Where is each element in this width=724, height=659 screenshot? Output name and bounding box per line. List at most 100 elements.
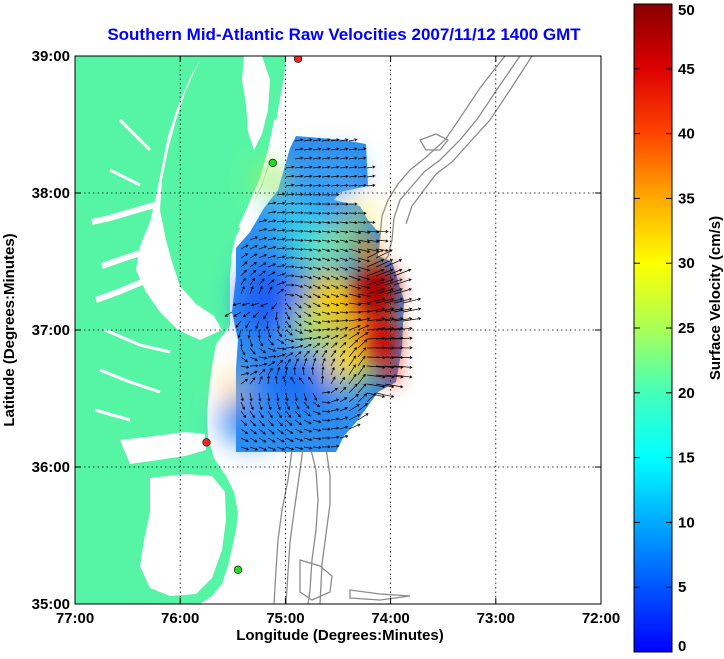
velocity-vector (348, 239, 362, 244)
velocity-vector (348, 364, 356, 376)
velocity-vector (294, 165, 304, 169)
velocity-vector (312, 239, 322, 243)
velocity-vector (224, 311, 233, 317)
velocity-vector (294, 358, 299, 367)
velocity-vector (249, 392, 253, 402)
colorbar-tick-label: 25 (678, 320, 695, 337)
velocity-vector (258, 410, 264, 419)
velocity-vector (375, 288, 394, 295)
velocity-vector (312, 248, 322, 252)
velocity-vector (267, 279, 275, 286)
velocity-vector (294, 229, 304, 233)
velocity-vector (276, 255, 286, 259)
velocity-vector (294, 257, 304, 261)
velocity-vector (249, 277, 255, 286)
velocity-vector (339, 302, 349, 306)
velocity-vector (366, 239, 380, 244)
velocity-field (220, 136, 404, 452)
velocity-vector (294, 320, 302, 327)
velocity-vector (255, 320, 260, 330)
velocity-vector (285, 358, 291, 367)
velocity-vector (285, 401, 290, 410)
x-tick-label: 75:00 (266, 610, 304, 627)
velocity-vector (330, 293, 340, 298)
velocity-vector (285, 265, 295, 269)
velocity-vector (285, 183, 295, 187)
velocity-vector (348, 383, 358, 394)
velocity-vector (276, 366, 281, 376)
velocity-vector (249, 347, 256, 355)
x-tick-label: 76:00 (161, 610, 199, 627)
velocity-vector (330, 147, 340, 151)
colorbar-tick-label: 0 (678, 638, 686, 655)
velocity-vector (393, 374, 413, 379)
velocity-vector (339, 174, 349, 178)
velocity-vector (339, 248, 349, 253)
velocity-vector (348, 404, 360, 412)
velocity-vector (303, 428, 313, 433)
velocity-vector (285, 419, 293, 426)
velocity-vector (267, 354, 277, 359)
velocity-vector (330, 408, 340, 412)
velocity-vector (330, 358, 336, 367)
velocity-vector (267, 367, 273, 376)
velocity-vector (276, 446, 286, 451)
velocity-vector (357, 383, 367, 394)
velocity-vector (276, 392, 280, 402)
velocity-vector (239, 338, 244, 348)
velocity-vector (321, 390, 331, 394)
velocity-vector (303, 165, 313, 169)
velocity-vector (267, 401, 272, 411)
velocity-vector (321, 248, 331, 253)
velocity-vector (285, 192, 295, 196)
velocity-vector (321, 366, 325, 376)
velocity-vector (348, 183, 358, 187)
velocity-vector (240, 378, 248, 385)
velocity-vector (267, 375, 271, 385)
velocity-vector (258, 270, 266, 277)
velocity-vector (312, 183, 322, 188)
velocity-vector (267, 237, 277, 241)
velocity-vector (260, 302, 269, 307)
velocity-vector (303, 220, 313, 224)
velocity-vector (240, 372, 250, 376)
velocity-vector (375, 278, 394, 286)
velocity-vector (303, 302, 312, 308)
colorbar-tick-label: 20 (678, 385, 695, 402)
velocity-vector (303, 401, 310, 409)
velocity-vector (258, 262, 267, 268)
colorbar-tick-label: 15 (678, 450, 695, 467)
velocity-vector (294, 329, 303, 334)
velocity-vector (274, 311, 278, 321)
velocity-vector (321, 239, 331, 243)
velocity-vector (294, 401, 300, 410)
velocity-vector (312, 349, 319, 358)
velocity-vector (303, 193, 313, 197)
velocity-vector (285, 345, 295, 349)
velocity-vector (348, 284, 362, 290)
velocity-vector (276, 338, 285, 344)
velocity-vector (252, 311, 260, 319)
velocity-vector (303, 437, 313, 442)
velocity-vector (267, 201, 277, 205)
velocity-vector (303, 174, 313, 178)
velocity-vector (384, 278, 403, 286)
velocity-vector (235, 320, 242, 328)
velocity-vector (331, 319, 340, 323)
velocity-vector (322, 436, 331, 440)
velocity-vector (339, 138, 349, 142)
velocity-vector (330, 156, 340, 160)
velocity-vector (321, 193, 331, 197)
colorbar (633, 3, 673, 653)
velocity-vector (285, 210, 295, 215)
colorbar-tick-label: 35 (678, 190, 695, 207)
velocity-vector (393, 365, 413, 369)
velocity-vector (339, 284, 349, 289)
x-axis-label: Longitude (Degrees:Minutes) (236, 627, 444, 644)
velocity-vector (285, 338, 295, 343)
velocity-vector (294, 392, 298, 402)
velocity-vector (348, 174, 358, 178)
velocity-vector (357, 317, 371, 322)
velocity-vector (267, 254, 277, 259)
velocity-vector (258, 219, 268, 223)
